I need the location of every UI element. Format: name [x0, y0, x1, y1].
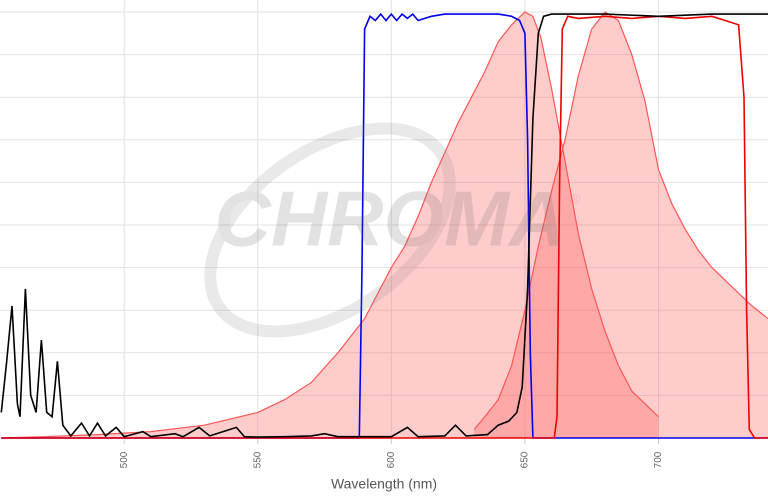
spectrum-line: [1, 12, 768, 439]
watermark-text: CHROMA: [215, 175, 566, 263]
spectrum-line: [0, 13, 768, 438]
spectrum-line: [473, 11, 768, 430]
x-tick-label: 500: [119, 451, 130, 468]
watermark: CHROMA ®: [204, 122, 581, 338]
x-tick-label: 650: [520, 451, 531, 468]
watermark-swoosh: [204, 122, 456, 338]
spectrum-line: [1, 11, 659, 439]
plot-marks: [0, 11, 768, 439]
x-tick-label: 700: [653, 451, 664, 468]
x-axis-label: Wavelength (nm): [331, 476, 437, 492]
watermark-registered: ®: [570, 191, 581, 207]
x-tick-label: 550: [252, 451, 263, 468]
area-fill: [474, 12, 768, 438]
x-tick-label: 600: [386, 451, 397, 468]
grid: 500 550 600 650 700: [0, 0, 768, 468]
area-fill: [1, 12, 659, 438]
